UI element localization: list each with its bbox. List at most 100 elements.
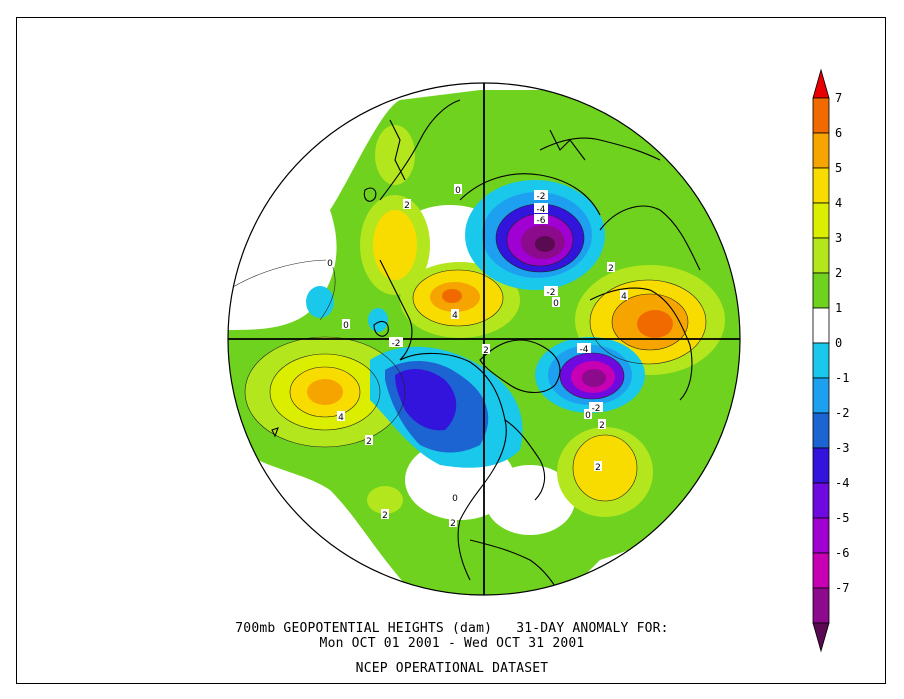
pacific-low-1 bbox=[306, 286, 334, 318]
colorbar-swatch bbox=[812, 167, 830, 204]
colorbar-tick-label: 3 bbox=[835, 231, 842, 245]
pacific-high-5 bbox=[307, 379, 343, 405]
contour-label: 0 bbox=[455, 186, 461, 196]
greenland-low-6 bbox=[582, 369, 606, 387]
contour-label-bg bbox=[451, 492, 459, 502]
contour-label: 4 bbox=[452, 311, 458, 321]
caption-dataset: NCEP OPERATIONAL DATASET bbox=[355, 661, 549, 676]
colorbar-tick-label: 1 bbox=[835, 301, 842, 315]
colorbar-tick-label: -2 bbox=[835, 406, 849, 420]
asia-high-4 bbox=[373, 210, 417, 280]
contour-lines bbox=[228, 203, 707, 502]
contour-label: -6 bbox=[537, 216, 546, 226]
contour-label-bg bbox=[482, 344, 490, 354]
colorbar-tick-label: 2 bbox=[835, 266, 842, 280]
contour-label: 2 bbox=[608, 264, 614, 274]
contour-label-bg bbox=[594, 461, 602, 471]
contour-label: 2 bbox=[382, 511, 388, 521]
colorbar-swatch bbox=[812, 307, 830, 344]
contour-label: 2 bbox=[404, 201, 410, 211]
colorbar-tick-label: 0 bbox=[835, 336, 842, 350]
colorbar-swatch bbox=[812, 412, 830, 449]
contour-label: 0 bbox=[553, 299, 559, 309]
atlantic-high-4 bbox=[573, 435, 637, 501]
caption-title: 700mb GEOPOTENTIAL HEIGHTS (dam) 31-DAY … bbox=[235, 621, 669, 636]
colorbar-swatch bbox=[812, 237, 830, 274]
contour-label: 2 bbox=[366, 437, 372, 447]
contour-label: 4 bbox=[338, 413, 344, 423]
contour-label-bg bbox=[389, 337, 403, 347]
colorbar-swatch bbox=[812, 97, 830, 134]
colorbar-tick-label: 4 bbox=[835, 196, 842, 210]
contour-label: -4 bbox=[580, 345, 589, 355]
contour-label: -2 bbox=[592, 404, 601, 414]
contour-label-bg bbox=[534, 214, 548, 224]
pacific-south-2 bbox=[367, 486, 403, 514]
contour-label-bg bbox=[534, 203, 548, 213]
contour-label: 2 bbox=[599, 421, 605, 431]
colorbar-tick-label: 5 bbox=[835, 161, 842, 175]
colorbar-tick-label: -4 bbox=[835, 476, 849, 490]
siberia-high-6 bbox=[442, 289, 462, 303]
contour-label-bg bbox=[607, 262, 615, 272]
colorbar-swatch bbox=[812, 587, 830, 624]
colorbar-tick-label: -3 bbox=[835, 441, 849, 455]
colorbar: 7 6 5 4 3 2 1 0 -1 -2 -3 -4 -5 -6 -7 bbox=[812, 68, 849, 653]
colorbar-top-arrow bbox=[812, 68, 830, 99]
arctic-low-7 bbox=[535, 236, 555, 252]
kamchatka-low-1 bbox=[368, 308, 388, 332]
canada-low-4 bbox=[395, 368, 457, 431]
contour-label-bg bbox=[337, 411, 345, 421]
contour-label: 0 bbox=[452, 494, 458, 504]
colorbar-swatch bbox=[812, 517, 830, 554]
colorbar-swatch bbox=[812, 482, 830, 519]
contour-label: -4 bbox=[537, 205, 546, 215]
contour-label-bg bbox=[454, 184, 462, 194]
contour-label: -2 bbox=[537, 192, 546, 202]
colorbar-tick-label: 6 bbox=[835, 126, 842, 140]
contour-label: 2 bbox=[595, 463, 601, 473]
contour-label-bg bbox=[534, 190, 548, 200]
contour-label: 2 bbox=[450, 519, 456, 529]
china-2 bbox=[375, 125, 415, 185]
colorbar-tick-label: -1 bbox=[835, 371, 849, 385]
contour-label-bg bbox=[577, 343, 591, 353]
contour-label-bg bbox=[552, 297, 560, 307]
colorbar-bottom-arrow bbox=[812, 622, 830, 653]
contour-label: 0 bbox=[343, 321, 349, 331]
caption-dates: Mon OCT 01 2001 - Wed OCT 31 2001 bbox=[319, 636, 585, 651]
contour-label-bg bbox=[584, 409, 592, 419]
contour-label-bg bbox=[589, 402, 603, 412]
colorbar-tick-label: -5 bbox=[835, 511, 849, 525]
contour-label-bg bbox=[326, 257, 334, 267]
colorbar-swatch bbox=[812, 272, 830, 309]
contour-label: 0 bbox=[585, 411, 591, 421]
contour-label-bg bbox=[598, 419, 606, 429]
contour-label: -2 bbox=[547, 288, 556, 298]
contour-label-bg bbox=[451, 309, 459, 319]
colorbar-tick-label: -6 bbox=[835, 546, 849, 560]
colorbar-tick-label: -7 bbox=[835, 581, 849, 595]
colorbar-swatch bbox=[812, 342, 830, 379]
colorbar-swatch bbox=[812, 447, 830, 484]
coastlines bbox=[271, 99, 701, 595]
colorbar-tick-label: 7 bbox=[835, 91, 842, 105]
contour-label-bg bbox=[342, 319, 350, 329]
contour-label-bg bbox=[381, 509, 389, 519]
contour-label: -2 bbox=[392, 339, 401, 349]
europe-high-6 bbox=[637, 310, 673, 338]
colorbar-swatch bbox=[812, 132, 830, 169]
contour-label-bg bbox=[544, 286, 558, 296]
colorbar-swatch bbox=[812, 377, 830, 414]
contour-label: 0 bbox=[327, 259, 333, 269]
colorbar-swatch bbox=[812, 202, 830, 239]
contour-label: 4 bbox=[621, 292, 627, 302]
contour-label-bg bbox=[620, 290, 628, 300]
contour-label-bg bbox=[365, 435, 373, 445]
contour-label-bg bbox=[449, 517, 457, 527]
colorbar-swatch bbox=[812, 552, 830, 589]
contour-label-bg bbox=[403, 199, 411, 209]
contour-label: 2 bbox=[483, 346, 489, 356]
